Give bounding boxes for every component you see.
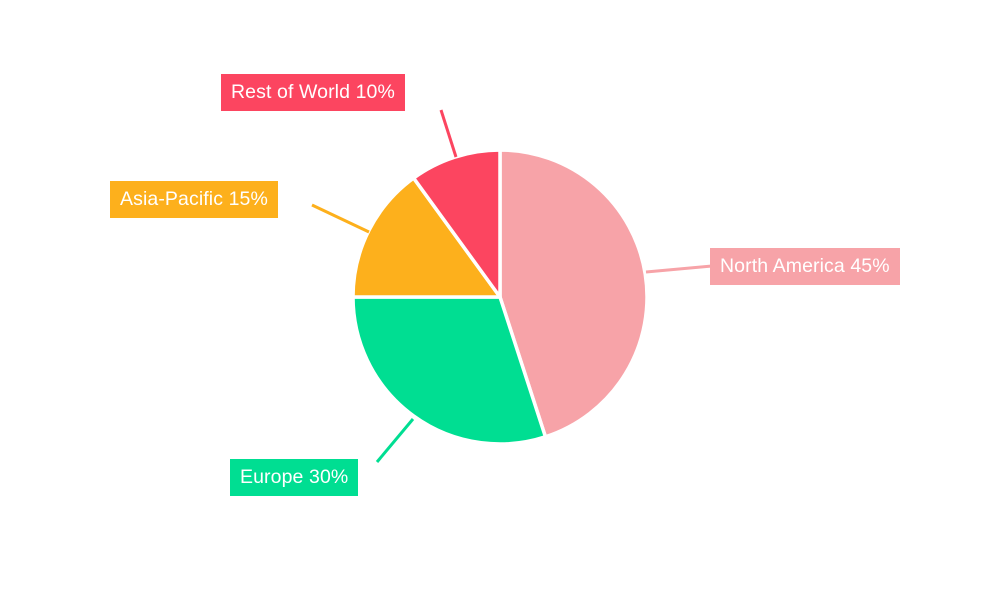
pie-slice-north-america[interactable]: [498, 148, 649, 439]
pie-label-asia-pacific[interactable]: Asia-Pacific 15%: [110, 181, 278, 218]
pie-label-europe[interactable]: Europe 30%: [230, 459, 359, 496]
pie-label-north-america[interactable]: North America 45%: [710, 248, 900, 285]
leader-line-north-america: [645, 264, 713, 274]
pie-label-north-america-text: North America 45%: [720, 254, 890, 277]
pie-slice-asia-pacific[interactable]: [351, 176, 502, 299]
pie-slice-europe[interactable]: [351, 295, 548, 446]
pie-label-europe-text: Europe 30%: [240, 465, 349, 488]
leader-line-asia-pacific: [311, 203, 370, 234]
leader-line-rest-of-world: [439, 109, 458, 158]
pie-label-rest-of-world[interactable]: Rest of World 10%: [221, 74, 405, 111]
pie-label-asia-pacific-text: Asia-Pacific 15%: [120, 187, 268, 210]
leader-line-europe: [375, 418, 415, 463]
leader-lines-group: [311, 109, 713, 463]
pie-label-rest-of-world-text: Rest of World 10%: [231, 80, 395, 103]
pie-slices-group: [351, 148, 649, 446]
